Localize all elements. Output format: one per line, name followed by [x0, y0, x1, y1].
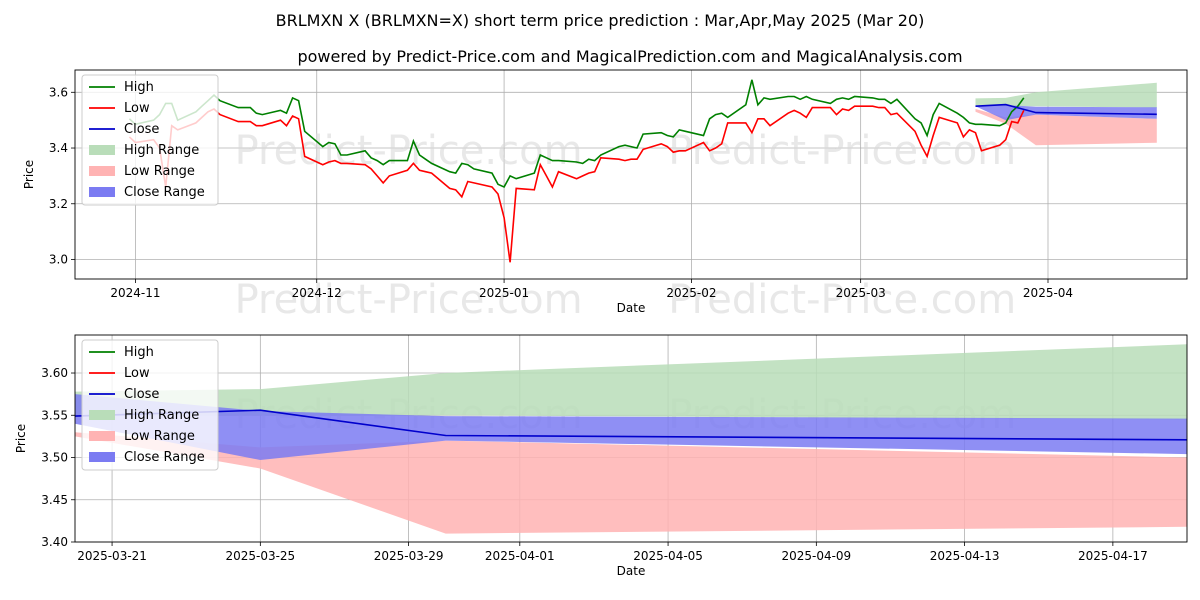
legend-label: Low Range	[124, 429, 195, 444]
x-tick-label: 2025-01	[479, 286, 529, 300]
y-tick-label: 3.0	[49, 252, 68, 266]
watermark: Predict-Price.com	[668, 128, 1016, 174]
y-tick-label: 3.55	[41, 408, 68, 422]
legend-label: Low	[124, 366, 150, 381]
legend-swatch	[89, 431, 115, 441]
legend-label: Close Range	[124, 185, 205, 200]
legend-label: High	[124, 80, 154, 95]
x-tick-label: 2025-02	[666, 286, 716, 300]
watermark: Predict-Price.com	[235, 128, 583, 174]
close-forecast-line	[975, 103, 1157, 116]
high-range-band	[75, 344, 1187, 420]
x-tick-label: 2025-04-05	[633, 549, 703, 563]
legend-label: Close Range	[124, 450, 205, 465]
y-tick-label: 3.40	[41, 535, 68, 549]
legend-label: High Range	[124, 408, 199, 423]
x-tick-label: 2024-12	[292, 286, 342, 300]
low-series-line	[128, 105, 1025, 263]
y-tick-label: 3.60	[41, 366, 68, 380]
y-tick-label: 3.50	[41, 451, 68, 465]
high-series-line	[128, 79, 1025, 189]
x-axis-label: Date	[617, 301, 646, 315]
y-axis-label: Price	[22, 160, 36, 189]
plot-frame	[74, 334, 1188, 543]
watermark: Predict-Price.com	[668, 277, 1016, 323]
high-range-band	[975, 82, 1157, 108]
close-range-band	[75, 394, 1187, 460]
y-tick-label: 3.2	[49, 197, 68, 211]
legend-label: Close	[124, 122, 159, 137]
legend-swatch	[89, 452, 115, 462]
x-tick-label: 2025-03-25	[225, 549, 295, 563]
legend-swatch	[89, 166, 115, 176]
bottom-panel: Predict-Price.comPredict-Price.com2025-0…	[14, 334, 1188, 578]
legend-label: Low	[124, 101, 150, 116]
x-tick-label: 2025-04-17	[1078, 549, 1148, 563]
x-tick-label: 2024-11	[110, 286, 160, 300]
top-panel: Predict-Price.com Predict-Price.com Predic…	[22, 69, 1188, 323]
x-tick-label: 2025-04	[1023, 286, 1073, 300]
legend-box	[81, 339, 219, 471]
legend-label: Low Range	[124, 164, 195, 179]
plot-area	[75, 344, 1187, 534]
plot-frame	[74, 69, 1188, 280]
legend-swatch	[89, 145, 115, 155]
x-tick-label: 2025-03-29	[374, 549, 444, 563]
x-tick-label: 2025-03-21	[77, 549, 147, 563]
x-axis-label: Date	[617, 564, 646, 578]
plot-area	[128, 79, 1157, 263]
x-tick-label: 2025-04-13	[930, 549, 1000, 563]
legend-swatch	[89, 410, 115, 420]
legend-label: Close	[124, 387, 159, 402]
chart-title: BRLMXN X (BRLMXN=X) short term price pre…	[276, 11, 925, 30]
y-tick-label: 3.45	[41, 493, 68, 507]
x-tick-label: 2025-04-01	[485, 549, 555, 563]
legend-label: High	[124, 345, 154, 360]
legend-swatch	[89, 187, 115, 197]
y-axis-label: Price	[14, 424, 28, 453]
watermark: Predict-Price.com	[235, 277, 583, 323]
y-tick-label: 3.4	[49, 141, 68, 155]
x-tick-label: 2025-04-09	[781, 549, 851, 563]
legend: High Low Close High Range Low Range Close Ran…	[81, 74, 219, 206]
x-tick-label: 2025-03	[836, 286, 886, 300]
legend-label: High Range	[124, 143, 199, 158]
legend: High Low Close High Range Low Range Close Ran…	[81, 339, 219, 471]
y-tick-label: 3.6	[49, 85, 68, 99]
chart-subtitle: powered by Predict-Price.com and Magical…	[297, 47, 962, 66]
legend-box	[81, 74, 219, 206]
low-range-band	[75, 432, 1187, 534]
